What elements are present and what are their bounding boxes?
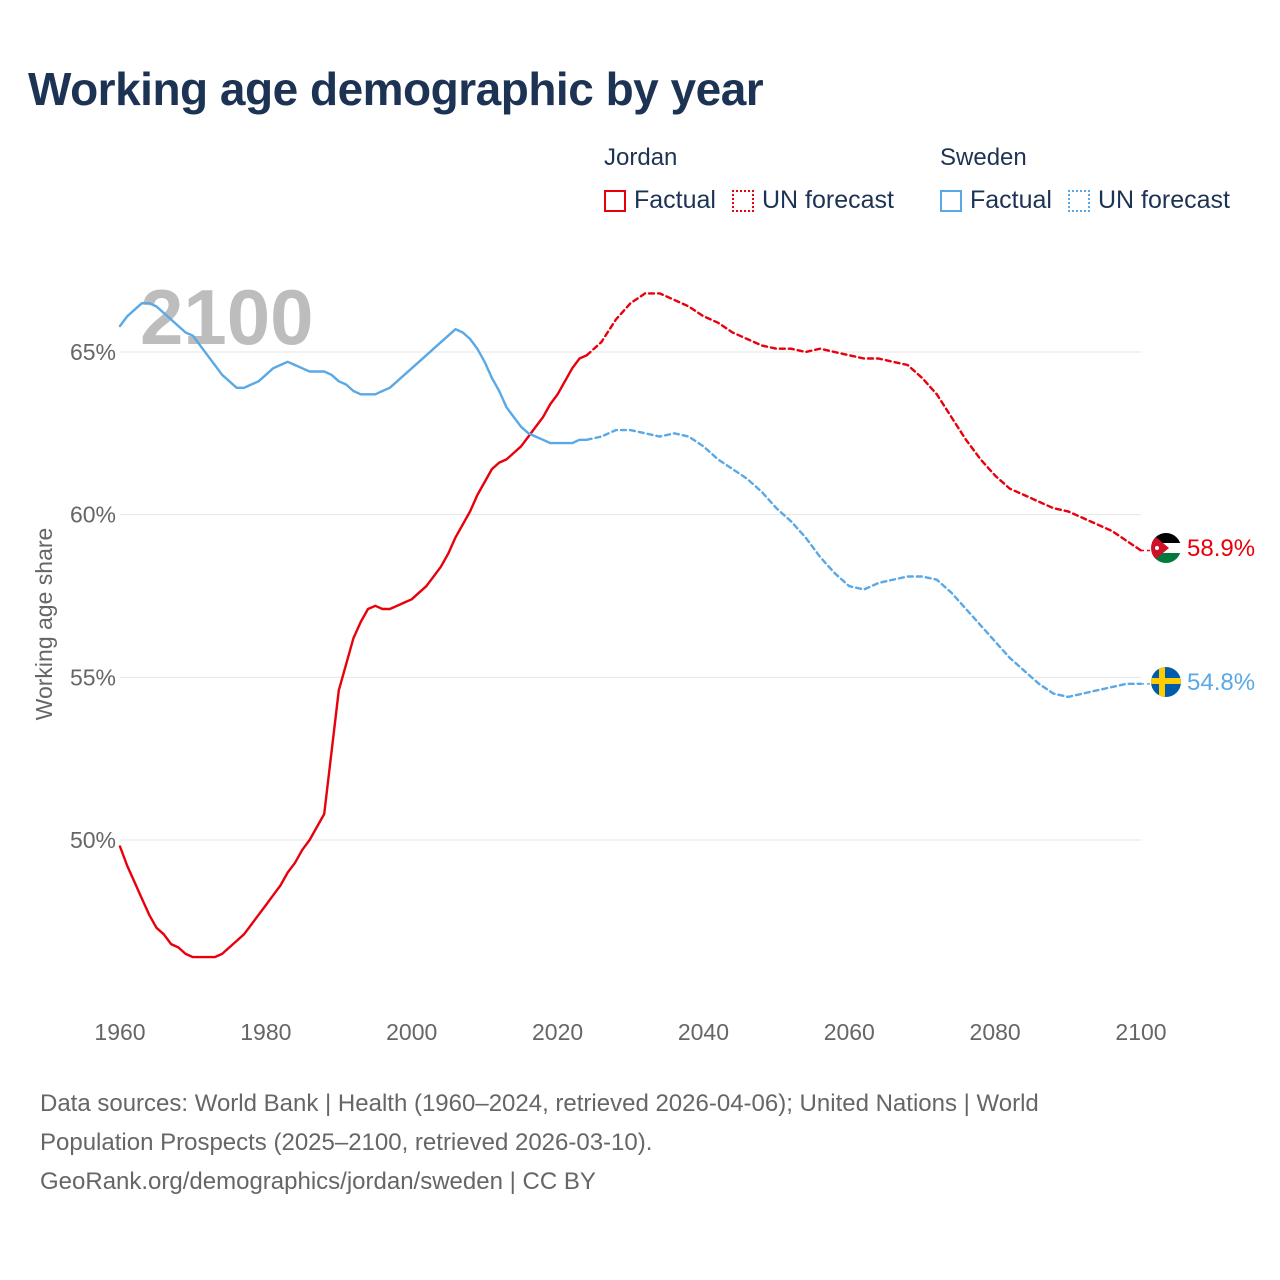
legend-swatch: [940, 189, 962, 212]
legend-item-jordan-forecast[interactable]: UN forecast: [731, 186, 894, 215]
x-tick-label: 2040: [678, 1019, 729, 1045]
x-tick-label: 2080: [970, 1019, 1021, 1045]
y-tick-label: 55%: [70, 664, 116, 690]
legend-item-sweden-forecast[interactable]: UN forecast: [1067, 186, 1230, 215]
legend-group-name: Jordan: [604, 144, 678, 171]
chart-title: Working age demographic by year: [28, 63, 764, 115]
x-tick-label: 1960: [94, 1019, 145, 1045]
legend-group-name: Sweden: [940, 144, 1027, 171]
series-line-sweden-forecast[interactable]: [585, 428, 1143, 699]
source-line-3[interactable]: GeoRank.org/demographics/jordan/sweden |…: [40, 1168, 596, 1195]
legend-swatch: [1067, 189, 1090, 212]
x-tick-label: 2100: [1115, 1019, 1166, 1045]
y-tick-label: 65%: [70, 339, 116, 365]
source-line-1: Data sources: World Bank | Health (1960–…: [40, 1090, 1039, 1117]
y-tick-label: 60%: [70, 502, 116, 528]
series-line-jordan-factual[interactable]: [118, 354, 588, 959]
x-tick-label: 2060: [824, 1019, 875, 1045]
source-line-2: Population Prospects (2025–2100, retriev…: [40, 1129, 653, 1156]
legend-swatch: [731, 189, 754, 212]
sweden-flag-icon: [1151, 667, 1181, 697]
legend-swatch: [604, 189, 626, 212]
jordan-flag-icon: [1151, 533, 1181, 563]
legend-label: UN forecast: [761, 186, 894, 214]
legend-label: Factual: [970, 186, 1052, 214]
x-tick-label: 2000: [386, 1019, 437, 1045]
end-value-label-sweden: 54.8%: [1187, 669, 1255, 696]
series-line-jordan-forecast[interactable]: [585, 292, 1143, 552]
y-axis-label: Working age share: [31, 528, 57, 721]
legend-group-jordan: Jordan Factual UN forecast: [604, 144, 910, 215]
x-tick-label: 1980: [240, 1019, 291, 1045]
current-year-label: 2100: [140, 273, 314, 361]
series-line-sweden-factual[interactable]: [118, 302, 588, 445]
end-value-label-jordan: 58.9%: [1187, 535, 1255, 562]
legend-item-sweden-factual[interactable]: Factual: [940, 186, 1052, 215]
legend-label: UN forecast: [1097, 186, 1230, 214]
y-tick-label: 50%: [70, 827, 116, 853]
x-tick-label: 2020: [532, 1019, 583, 1045]
data-sources-note: Data sources: World Bank | Health (1960–…: [40, 1084, 1220, 1201]
legend-item-jordan-factual[interactable]: Factual: [604, 186, 716, 215]
legend-group-sweden: Sweden Factual UN forecast: [940, 144, 1246, 215]
legend-label: Factual: [634, 186, 716, 214]
